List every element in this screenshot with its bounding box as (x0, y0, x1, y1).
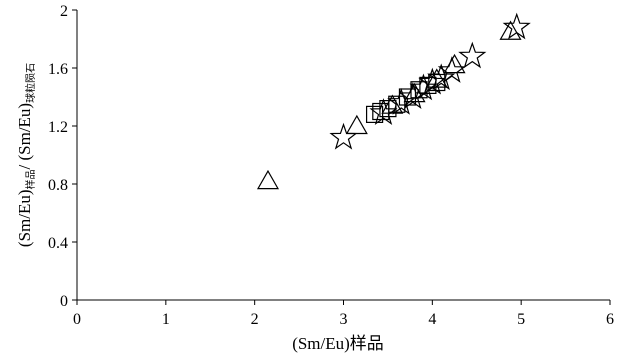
x-tick-label-5: 5 (517, 311, 525, 328)
x-axis-title: (Sm/Eu)样品 (292, 334, 384, 353)
star-marker-2-9 (502, 12, 531, 40)
star-marker-2-3 (398, 82, 427, 109)
data-markers (256, 12, 531, 190)
x-tick-label-6: 6 (606, 311, 614, 328)
x-tick-label-4: 4 (428, 311, 436, 328)
y-tick-label-0: 0 (60, 293, 68, 310)
axes (76, 10, 610, 301)
y-tick-label-2: 0.8 (48, 177, 68, 194)
triangle-marker-0-1 (345, 114, 368, 135)
square-marker-1-3 (388, 95, 406, 113)
y-axis-title-part2: / (Sm/Eu) (15, 103, 34, 170)
x-tick-label-0: 0 (73, 311, 81, 328)
y-tick-label-1: 0.4 (48, 235, 68, 252)
y-axis-title-part1: (Sm/Eu) (15, 189, 34, 247)
triangle-marker-0-0 (256, 169, 280, 190)
tick-labels: 0 1 2 3 4 5 6 0 0.4 0.8 1.2 1.6 2 (48, 3, 614, 328)
square-marker-1-0 (365, 105, 384, 124)
star-marker-2-4 (409, 73, 438, 101)
star-marker-2-6 (427, 63, 456, 91)
square-marker-1-6 (419, 76, 437, 95)
star-marker-2-2 (387, 87, 416, 115)
triangle-marker-0-2 (381, 94, 404, 114)
x-axis-title-main: (Sm/Eu) (292, 334, 350, 353)
x-tick-label-2: 2 (251, 311, 259, 328)
star-marker-2-1 (369, 98, 398, 125)
ticks (72, 9, 611, 305)
star-marker-2-5 (418, 67, 447, 95)
x-axis-title-sub: 样品 (350, 334, 384, 353)
y-tick-label-4: 1.6 (48, 61, 68, 78)
y-tick-label-5: 2 (60, 3, 68, 20)
y-tick-label-3: 1.2 (48, 119, 68, 136)
y-axis-title-sub2: 球粒陨石 (24, 63, 37, 103)
square-marker-1-4 (398, 88, 417, 106)
star-marker-2-0 (329, 122, 358, 150)
y-axis-title-sub1: 样品 (24, 169, 37, 189)
star-marker-2-8 (458, 41, 487, 69)
star-marker-2-7 (437, 56, 466, 83)
x-tick-label-1: 1 (162, 311, 170, 328)
y-axis-title: (Sm/Eu)样品/ (Sm/Eu)球粒陨石 (15, 63, 37, 247)
x-tick-label-3: 3 (340, 311, 348, 328)
triangle-marker-0-6 (499, 20, 522, 40)
